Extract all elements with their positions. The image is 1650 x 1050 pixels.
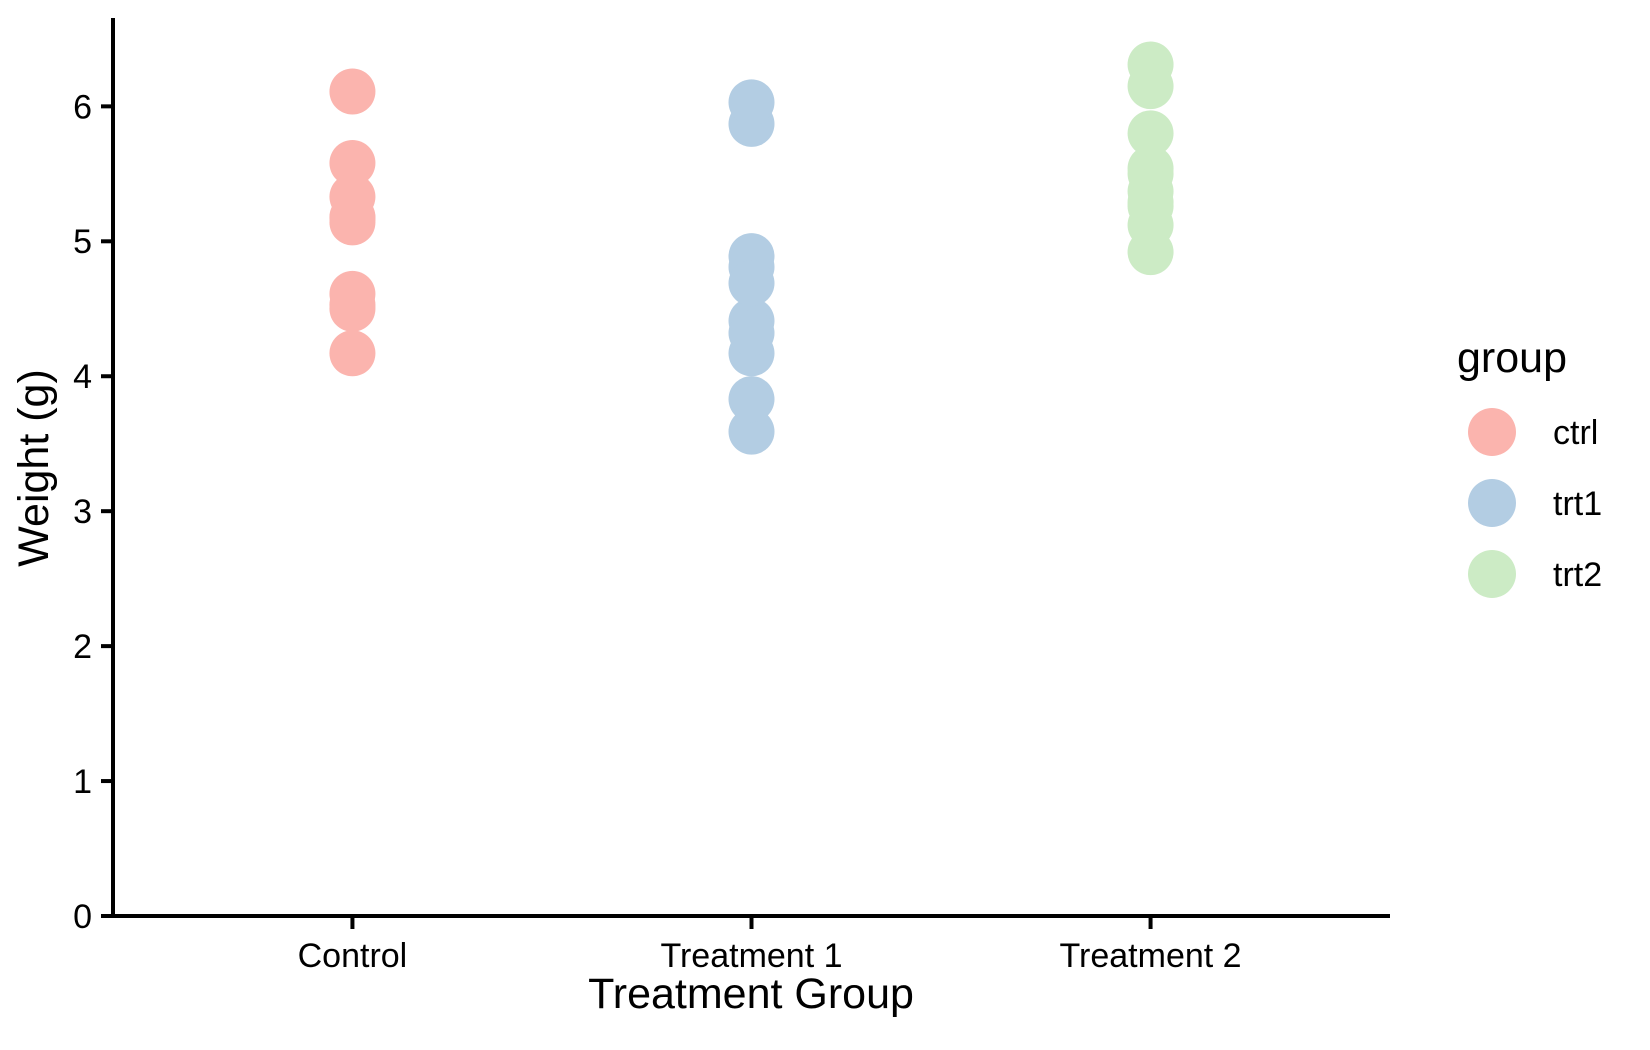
data-point-trt2 [1127,63,1174,110]
y-tick-label: 3 [73,493,92,531]
data-point-trt1 [728,79,775,126]
legend-key-ctrl [1468,408,1516,456]
x-tick-label: Control [298,937,408,975]
data-point-trt2 [1127,183,1174,230]
y-tick-label: 1 [73,763,92,801]
data-point-trt2 [1127,229,1174,276]
axes [111,18,1390,918]
legend-label-ctrl: ctrl [1553,414,1598,452]
y-tick-label: 5 [73,223,92,261]
data-point-ctrl [329,199,376,246]
y-tick-label: 0 [73,898,92,936]
x-axis-ticks: Control Treatment 1 Treatment 2 [298,916,1242,975]
legend: group ctrl trt1 trt2 [1457,334,1602,598]
x-tick-label: Treatment 2 [1060,937,1242,975]
data-point-trt2 [1127,110,1174,157]
y-tick-label: 2 [73,628,92,666]
data-point-trt1 [728,310,775,357]
legend-label-trt2: trt2 [1553,556,1602,594]
legend-key-trt1 [1468,479,1516,527]
legend-key-trt2 [1468,550,1516,598]
data-point-ctrl [329,140,376,187]
x-tick-label: Treatment 1 [660,937,842,975]
data-point-ctrl [329,281,376,328]
legend-label-trt1: trt1 [1553,485,1602,523]
y-tick-label: 6 [73,88,92,126]
data-point-trt1 [728,376,775,423]
y-tick-label: 4 [73,358,92,396]
data-point-ctrl [329,330,376,377]
data-point-ctrl [329,68,376,115]
legend-title: group [1457,334,1567,382]
data-points [329,41,1174,455]
data-point-trt1 [728,260,775,307]
x-axis-title: Treatment Group [588,970,914,1018]
data-point-trt1 [728,408,775,455]
y-axis-title: Weight (g) [10,369,58,567]
legend-entries: ctrl trt1 trt2 [1468,408,1602,598]
y-axis-ticks: 0 1 2 3 4 5 6 [73,88,113,936]
